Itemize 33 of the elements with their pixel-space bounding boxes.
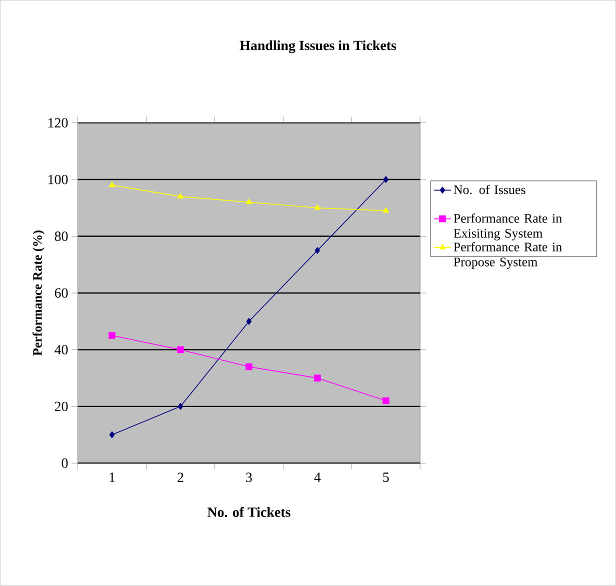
point [109,182,116,188]
legend-label: Performance Rate in Exisiting System [454,213,562,240]
point [246,318,252,325]
legend-label: No. of Issues [454,184,526,194]
point [178,403,184,410]
point [246,198,252,204]
x-tick-label: 1 [110,472,115,482]
point [382,207,389,213]
x-tick-label: 4 [314,472,321,482]
legend-label: Performance Rate in Propose System [454,242,562,270]
x-tick-label: 2 [178,472,184,482]
point [108,332,116,339]
point [246,363,252,370]
point [383,176,389,183]
point [314,247,320,254]
y-tick-label: 20 [54,402,68,412]
y-tick-label: 80 [54,232,68,241]
y-tick-label: 100 [48,174,68,184]
y-tick-label: 40 [54,345,68,354]
x-tick-label: 3 [246,472,252,482]
y-tick-label: 120 [48,118,68,128]
point [314,374,321,382]
y-tick-label: 0 [62,458,68,468]
point [382,397,390,404]
y-tick-label: 60 [54,288,68,298]
y-axis-title: Performance Rate (%) [32,230,44,356]
x-axis-title: No. of Tickets [207,506,290,517]
point [177,346,184,354]
x-tick-label: 5 [383,472,389,482]
point [177,193,184,198]
point [314,204,320,210]
point [109,431,115,438]
chart-title: Handling Issues in Tickets [240,40,396,54]
